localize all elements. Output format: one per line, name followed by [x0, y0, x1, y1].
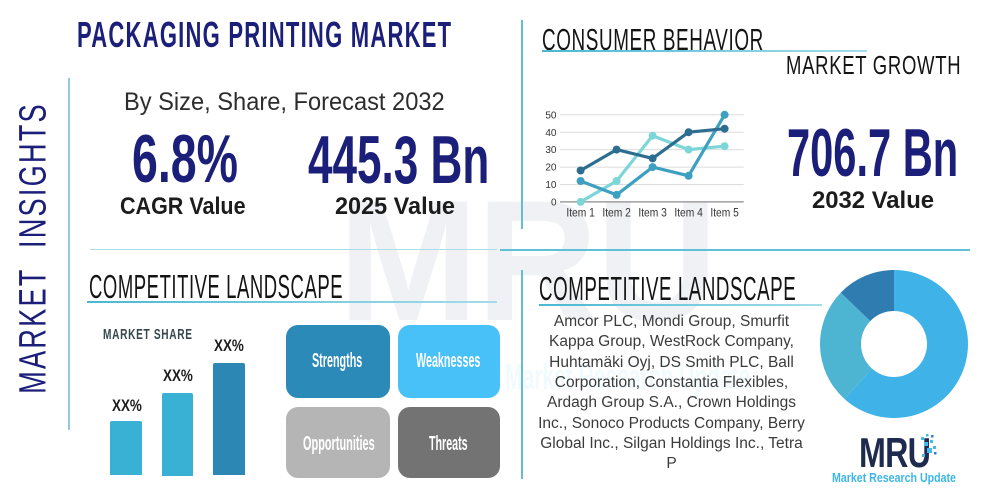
- svg-text:Item 1: Item 1: [566, 206, 595, 220]
- svg-text:0: 0: [551, 198, 557, 209]
- svg-text:30: 30: [545, 145, 557, 156]
- svg-text:10: 10: [545, 180, 557, 191]
- svg-text:Item 5: Item 5: [710, 206, 739, 220]
- svg-text:20: 20: [545, 163, 557, 174]
- svg-text:Item 3: Item 3: [638, 206, 667, 220]
- svg-text:Item 2: Item 2: [602, 206, 631, 220]
- svg-text:40: 40: [545, 128, 557, 139]
- svg-text:50: 50: [545, 110, 557, 121]
- svg-text:Item 4: Item 4: [674, 206, 703, 220]
